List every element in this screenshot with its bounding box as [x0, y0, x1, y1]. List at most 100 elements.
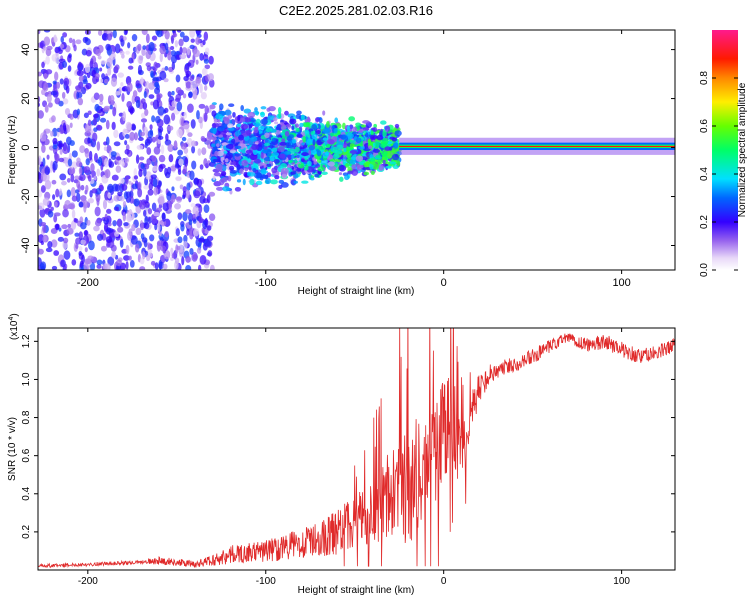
spectrogram-cell	[71, 209, 76, 219]
spectrogram-cell	[118, 86, 122, 94]
spectrogram-cell	[83, 112, 89, 119]
spectrogram-cell	[68, 167, 73, 175]
spectrogram-cell	[38, 155, 42, 166]
spectrogram-cell	[200, 135, 206, 142]
spectrogram-cell	[149, 234, 155, 242]
spectrogram-cell	[239, 168, 244, 175]
spectrogram-cell	[261, 170, 269, 174]
spectrogram-cell	[192, 254, 198, 260]
spectrogram-cell	[199, 53, 204, 61]
colorbar-tick-label: 0.4	[699, 167, 710, 181]
spectrogram-cell	[164, 230, 169, 238]
spectrogram-y-label: Frequency (Hz)	[7, 116, 18, 185]
spectrogram-cell	[77, 92, 83, 99]
spectrogram-cell	[73, 217, 77, 223]
spectrogram-cell	[198, 216, 203, 224]
spectrogram-cell	[84, 247, 88, 253]
spectrogram-cell	[93, 92, 100, 100]
spectrogram-cell	[136, 144, 144, 150]
spectrogram-cell	[260, 106, 267, 110]
spectrogram-cell	[84, 230, 88, 236]
spectrogram-cell	[216, 186, 224, 191]
spectrogram-cell	[125, 261, 129, 270]
spectrogram-cell	[114, 64, 120, 71]
spectrogram-cell	[47, 102, 53, 108]
spectrogram-cell	[141, 30, 148, 36]
spectrogram-cell	[84, 63, 91, 74]
spectrogram-cell	[171, 100, 177, 108]
spectrogram-x-tick-label: 0	[441, 277, 447, 289]
spectrogram-cell	[192, 90, 198, 100]
spectrogram-cell	[117, 191, 123, 196]
spectrogram-cell	[148, 252, 153, 258]
spectrogram-cell	[220, 170, 227, 177]
spectrogram-cell	[160, 144, 165, 155]
spectrogram-cell	[122, 200, 127, 208]
snr-y-ticks: 0.2 0.4 0.6 0.8 1.0 1.2	[21, 334, 675, 539]
spectrogram-cell	[196, 247, 202, 254]
spectrogram-cell	[39, 261, 47, 270]
spectrogram-cell	[79, 145, 86, 154]
spectrogram-band-core	[399, 145, 675, 148]
snr-y-tick-label: 0.8	[21, 410, 32, 424]
spectrogram-cell	[208, 191, 216, 197]
spectrogram-cell	[325, 151, 330, 156]
spectrogram-cell	[83, 166, 91, 174]
spectrogram-cell	[156, 93, 163, 99]
spectrogram-cell	[185, 255, 191, 263]
spectrogram-cell	[209, 104, 216, 110]
spectrogram-cell	[71, 195, 78, 202]
spectrogram-cell	[96, 259, 103, 266]
spectrogram-cell	[191, 140, 196, 147]
spectrogram-cell	[291, 125, 295, 131]
spectrogram-cell	[87, 110, 92, 115]
spectrogram-cell	[38, 234, 45, 244]
spectrogram-cell	[133, 198, 140, 207]
spectrogram-cell	[161, 212, 166, 222]
spectrogram-cell	[85, 158, 90, 166]
spectrogram-cell	[157, 135, 164, 140]
spectrogram-cell	[304, 166, 309, 171]
spectrogram-cell	[167, 91, 172, 97]
spectrogram-cell	[59, 43, 65, 49]
spectrogram-cell	[168, 202, 173, 210]
spectrogram-cell	[144, 163, 150, 170]
spectrogram-cell	[300, 158, 305, 162]
spectrogram-cell	[271, 138, 277, 142]
spectrogram-cell	[241, 159, 249, 167]
spectrogram-cell	[164, 167, 168, 176]
spectrogram-cell	[218, 134, 223, 138]
spectrogram-cell	[289, 118, 297, 125]
spectrogram-cell	[170, 194, 176, 203]
spectrogram-cell	[249, 119, 257, 123]
spectrogram-cell	[43, 128, 51, 134]
spectrogram-cell	[130, 235, 138, 245]
spectrogram-cell	[153, 212, 161, 217]
spectrogram-cell	[328, 139, 335, 145]
spectrogram-cell	[382, 159, 386, 164]
spectrogram-cell	[105, 236, 113, 244]
spectrogram-cell	[110, 77, 118, 87]
spectrogram-cell	[333, 128, 338, 134]
spectrogram-cell	[151, 136, 157, 143]
spectrogram-cell	[185, 81, 192, 89]
spectrogram-cell	[266, 149, 272, 157]
spectrogram-cell	[355, 137, 362, 144]
spectrogram-cell	[236, 123, 242, 128]
spectrogram-cell	[67, 158, 73, 167]
spectrogram-cell	[264, 132, 270, 139]
spectrogram-cell	[115, 259, 122, 267]
spectrogram-cell	[86, 219, 91, 226]
spectrogram-cell	[211, 110, 217, 117]
snr-x-tick-label: 0	[441, 576, 447, 587]
spectrogram-cell	[142, 45, 147, 50]
spectrogram-cell	[107, 221, 112, 227]
spectrogram-cell	[111, 121, 116, 131]
spectrogram-cell	[107, 67, 112, 76]
spectrogram-cell	[181, 136, 187, 142]
spectrogram-cell	[50, 90, 58, 96]
spectrogram-cell	[207, 250, 213, 257]
spectrogram-cell	[175, 228, 180, 237]
spectrogram-cell	[208, 55, 214, 65]
